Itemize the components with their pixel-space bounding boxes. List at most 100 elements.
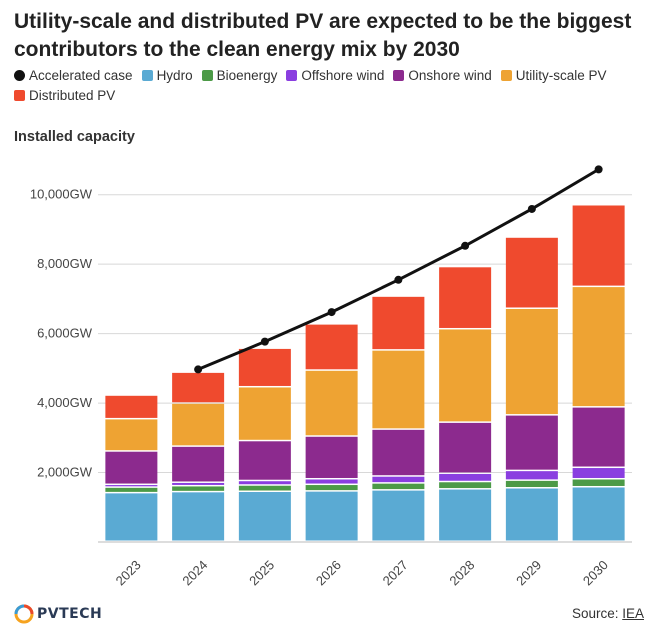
x-tick-label: 2024 — [179, 557, 210, 588]
bar-bioenergy-2023 — [105, 487, 158, 492]
bar-onshore-2026 — [305, 436, 358, 478]
bar-utility-2028 — [439, 329, 492, 422]
legend-item-onshore: Onshore wind — [393, 66, 492, 86]
legend-label-hydro: Hydro — [156, 68, 193, 83]
chart-subtitle: Installed capacity — [14, 129, 135, 145]
bar-utility-2026 — [305, 370, 358, 436]
bar-onshore-2027 — [372, 429, 425, 476]
legend-item-utility: Utility-scale PV — [500, 66, 607, 86]
pvtech-logo: PVTECH — [14, 604, 102, 624]
bar-stack-2029 — [505, 237, 558, 541]
y-tick-label: 4,000GW — [37, 395, 93, 410]
accelerated-swatch — [14, 70, 25, 81]
legend-label-distributed: Distributed PV — [29, 88, 116, 103]
bar-onshore-2030 — [572, 407, 625, 467]
bar-hydro-2030 — [572, 487, 625, 541]
bar-stack-2024 — [172, 372, 225, 541]
bar-bioenergy-2027 — [372, 483, 425, 490]
y-tick-label: 2,000GW — [37, 465, 93, 480]
bar-utility-2027 — [372, 350, 425, 429]
logo-text: PVTECH — [37, 606, 103, 622]
bar-hydro-2027 — [372, 490, 425, 541]
bar-bioenergy-2024 — [172, 486, 225, 491]
bar-offshore-2024 — [172, 482, 225, 485]
bioenergy-swatch — [201, 70, 213, 81]
accelerated-point-2029 — [527, 204, 536, 213]
accelerated-point-2027 — [394, 275, 403, 284]
legend-label-onshore: Onshore wind — [408, 68, 492, 83]
bar-utility-2024 — [172, 403, 225, 446]
bar-distributed-2027 — [372, 296, 425, 350]
bar-onshore-2024 — [172, 446, 225, 482]
bar-stack-2028 — [439, 267, 492, 541]
y-tick-label: 10,000GW — [30, 187, 93, 202]
bars — [105, 205, 625, 541]
bar-bioenergy-2026 — [305, 485, 358, 491]
logo-icon — [14, 604, 34, 624]
y-axis: 2,000GW 4,000GW 6,000GW 8,000GW 10,000GW — [30, 187, 632, 543]
bar-onshore-2025 — [238, 441, 291, 480]
bar-offshore-2030 — [572, 468, 625, 478]
chart-title: Utility-scale and distributed PV are exp… — [14, 10, 632, 61]
bar-distributed-2024 — [172, 372, 225, 403]
legend-label-bioenergy: Bioenergy — [216, 68, 278, 83]
bar-utility-2023 — [105, 419, 158, 451]
accelerated-point-2024 — [194, 365, 203, 374]
bar-bioenergy-2025 — [238, 485, 291, 491]
distributed-swatch — [14, 90, 25, 101]
legend-item-offshore: Offshore wind — [286, 66, 384, 86]
bar-stack-2030 — [572, 205, 625, 541]
bar-distributed-2023 — [105, 395, 158, 418]
accelerated-line — [194, 165, 603, 374]
x-axis: 2023 2024 2025 2026 2027 2028 2029 2030 — [113, 557, 611, 588]
bar-bioenergy-2028 — [439, 482, 492, 489]
y-tick-label: 6,000GW — [37, 326, 93, 341]
bar-offshore-2025 — [238, 481, 291, 485]
bar-onshore-2023 — [105, 451, 158, 484]
legend-item-hydro: Hydro — [141, 66, 193, 86]
onshore-swatch — [393, 70, 405, 81]
x-tick-label: 2023 — [113, 557, 144, 588]
bar-bioenergy-2029 — [505, 480, 558, 488]
hydro-swatch — [141, 70, 153, 81]
bar-offshore-2027 — [372, 476, 425, 483]
bar-hydro-2024 — [172, 492, 225, 541]
legend-label-accelerated: Accelerated case — [29, 68, 133, 83]
bar-stack-2025 — [238, 348, 291, 541]
bar-offshore-2028 — [439, 473, 492, 481]
bar-hydro-2028 — [439, 489, 492, 541]
bar-onshore-2028 — [439, 422, 492, 473]
bar-offshore-2029 — [505, 471, 558, 480]
x-tick-label: 2030 — [580, 557, 611, 588]
bar-stack-2023 — [105, 395, 158, 541]
source-note: Source: IEA — [572, 606, 644, 621]
bar-distributed-2028 — [439, 267, 492, 328]
bar-distributed-2030 — [572, 205, 625, 286]
x-tick-label: 2026 — [313, 557, 344, 588]
bar-utility-2025 — [238, 387, 291, 440]
bar-offshore-2026 — [305, 479, 358, 484]
utility-swatch — [500, 70, 512, 81]
bar-utility-2029 — [505, 308, 558, 415]
legend-label-offshore: Offshore wind — [301, 68, 385, 83]
bar-distributed-2026 — [305, 324, 358, 370]
y-tick-label: 8,000GW — [37, 256, 93, 271]
accelerated-point-2028 — [461, 241, 470, 250]
accelerated-point-2030 — [594, 165, 603, 174]
bar-onshore-2029 — [505, 415, 558, 470]
source-link[interactable]: IEA — [622, 606, 644, 621]
offshore-swatch — [286, 70, 298, 81]
bar-hydro-2029 — [505, 488, 558, 541]
bar-offshore-2023 — [105, 485, 158, 487]
bar-hydro-2025 — [238, 491, 291, 541]
source-label: Source: — [571, 606, 619, 621]
x-tick-label: 2028 — [446, 557, 477, 588]
bar-distributed-2025 — [238, 348, 291, 386]
legend: Accelerated case Hydro Bioenergy Offshore w… — [14, 66, 654, 106]
bar-hydro-2023 — [105, 493, 158, 541]
legend-label-utility: Utility-scale PV — [515, 68, 607, 83]
bar-stack-2026 — [305, 324, 358, 541]
legend-item-bioenergy: Bioenergy — [201, 66, 278, 86]
bar-stack-2027 — [372, 296, 425, 541]
